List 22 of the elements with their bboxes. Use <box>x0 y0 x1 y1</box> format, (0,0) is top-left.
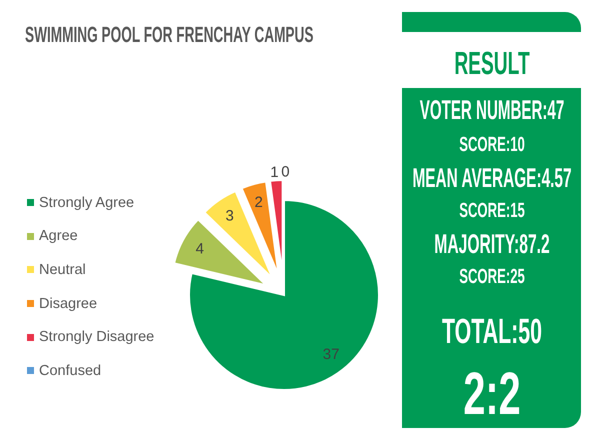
text: SCORE:10 <box>458 132 524 156</box>
chart-title: SWIMMING POOL FOR FRENCHAY CAMPUS <box>25 22 314 47</box>
text: TOTAL:50 <box>441 312 542 351</box>
text: SCORE:25 <box>458 264 524 288</box>
data-label: 37 <box>322 346 340 364</box>
legend-label: Strongly Disagree <box>39 329 154 346</box>
text: SCORE:15 <box>458 198 524 222</box>
text: VOTER NUMBER:47 <box>419 94 564 125</box>
text: MAJORITY:87.2 <box>434 228 550 259</box>
text: RESULT <box>454 44 530 81</box>
data-label: 2 <box>254 194 263 211</box>
legend-label: Disagree <box>39 296 98 312</box>
legend-label: Confused <box>39 362 102 379</box>
legend-label: Neutral <box>39 262 86 278</box>
text: 0 <box>281 164 290 180</box>
data-label: 1 <box>270 164 279 181</box>
text: 2:2 <box>462 360 520 428</box>
data-label: 3 <box>225 207 234 224</box>
legend-label: Strongly Agree <box>39 194 134 211</box>
data-label: 4 <box>196 240 204 258</box>
text: MEAN AVERAGE:4.57 <box>412 163 572 194</box>
legend-label: Agree <box>39 228 78 244</box>
